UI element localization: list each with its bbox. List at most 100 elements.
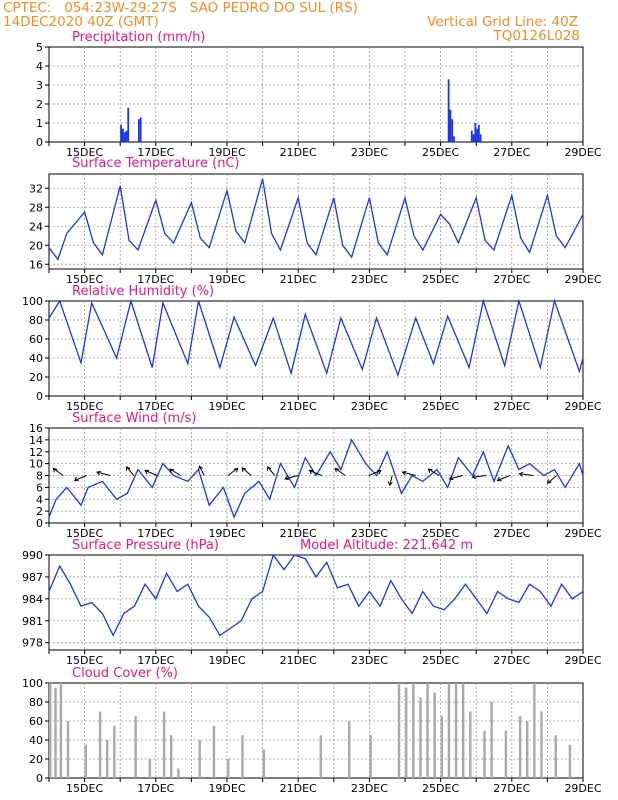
wind-arrow [267, 466, 276, 476]
cloud-bar [212, 725, 216, 778]
wind-arrow-head [198, 465, 203, 471]
rh-date-label: 19DEC [208, 400, 245, 413]
wind-date-label: 29DEC [564, 527, 601, 540]
cloud-bar [540, 711, 543, 778]
temp-date-label: 19DEC [208, 273, 245, 286]
wind-ytick-label: 2 [36, 505, 43, 518]
cloud-ytick-label: 20 [29, 753, 43, 766]
rh-ytick-label: 20 [29, 371, 43, 384]
temp-frame [48, 173, 584, 270]
wind-arrow [74, 475, 87, 481]
wind-arrow [198, 465, 205, 476]
wind-arrow [53, 468, 64, 476]
cloud-bar [469, 711, 472, 778]
cloud-bar [397, 683, 401, 778]
wind-arrow [169, 468, 181, 476]
temp-date-label: 17DEC [137, 273, 174, 286]
wind-arrow [144, 470, 158, 476]
cloud-date-label: 27DEC [493, 782, 530, 795]
pres-ytick-label: 990 [22, 549, 43, 562]
cloud-ytick-label: 60 [29, 715, 43, 728]
wind-arrow [96, 471, 111, 476]
precip-bar [121, 128, 124, 142]
cloud-bar [447, 683, 451, 778]
rh-date-label: 29DEC [564, 400, 601, 413]
precip-title: Precipitation (mm/h) [72, 30, 205, 45]
precip-date-label: 25DEC [422, 146, 459, 159]
pres-date-label: 19DEC [208, 654, 245, 667]
pres-title: Surface Pressure (hPa) [72, 538, 219, 553]
cloud-bar [84, 744, 87, 778]
rh-ytick-label: 40 [29, 352, 43, 365]
wind-date-label: 15DEC [66, 527, 103, 540]
cloud-bar [177, 768, 180, 778]
wind-arrow-head [284, 475, 290, 481]
temp-date-label: 27DEC [493, 273, 530, 286]
cloud-bar [369, 735, 372, 778]
cloud-bar [66, 721, 70, 778]
wind-arrows [52, 465, 557, 487]
cloud-bar [241, 735, 244, 778]
pres-annotation: Model Altitude: 221.642 m [300, 538, 473, 553]
wind-ytick-label: 4 [36, 493, 43, 506]
wind-arrow [309, 470, 322, 476]
wind-arrow [389, 475, 393, 486]
precip-bar [451, 119, 454, 142]
temp-line [48, 178, 584, 261]
pres-line [48, 553, 584, 637]
precip-date-label: 15DEC [66, 146, 103, 159]
precip-ytick-label: 3 [36, 79, 43, 92]
cloud-frame [48, 682, 584, 779]
cloud-title: Cloud Cover (%) [72, 666, 178, 681]
wind-arrow-head [471, 474, 477, 480]
temp-date-label: 23DEC [351, 273, 388, 286]
cloud-date-label: 29DEC [564, 782, 601, 795]
rh-date-label: 17DEC [137, 400, 174, 413]
cloud-bar [134, 716, 137, 778]
wind-arrow-head [401, 470, 407, 476]
wind-arrow-head [387, 481, 393, 487]
pres-ytick-label: 978 [22, 637, 43, 650]
cloud-bar [461, 683, 465, 778]
wind-panel [45, 427, 584, 527]
pres-date-label: 21DEC [280, 654, 317, 667]
wind-arrow-head [334, 467, 340, 473]
wind-arrow-head [376, 469, 382, 475]
cloud-bar [568, 744, 572, 778]
temp-ytick-label: 28 [29, 201, 43, 214]
rh-ytick-label: 80 [29, 314, 43, 327]
precip-ytick-label: 5 [36, 41, 43, 54]
cloud-bar [440, 716, 443, 778]
precip-bar [120, 124, 122, 142]
precip-bar [138, 119, 140, 142]
cloud-date-label: 23DEC [351, 782, 388, 795]
rh-panel [45, 298, 584, 400]
cloud-ytick-label: 80 [29, 696, 43, 709]
precip-date-label: 21DEC [280, 146, 317, 159]
wind-ytick-label: 10 [29, 458, 43, 471]
cloud-bar [98, 711, 102, 778]
precip-date-label: 19DEC [208, 146, 245, 159]
wind-arrow-head [518, 471, 524, 477]
wind-arrow [368, 470, 382, 476]
cloud-bar [148, 759, 152, 778]
precip-bar [123, 132, 126, 142]
rh-date-label: 27DEC [493, 400, 530, 413]
precip-bar [453, 136, 455, 142]
pres-date-label: 15DEC [66, 654, 103, 667]
wind-title: Surface Wind (m/s) [72, 411, 196, 426]
wind-arrow [126, 466, 135, 476]
precip-bar [139, 117, 142, 142]
wind-arrow-head [448, 475, 454, 481]
pres-ytick-label: 981 [22, 615, 43, 628]
wind-arrow-head [241, 467, 247, 472]
rh-line [48, 298, 584, 378]
cloud-bar [105, 740, 109, 778]
precip-date-label: 29DEC [564, 146, 601, 159]
precip-bar [477, 124, 480, 142]
cloud-bar [54, 687, 57, 778]
cloud-panel [45, 682, 584, 782]
cloud-ytick-label: 0 [36, 772, 43, 785]
cloud-bar [262, 749, 265, 778]
wind-arrow [428, 468, 440, 476]
